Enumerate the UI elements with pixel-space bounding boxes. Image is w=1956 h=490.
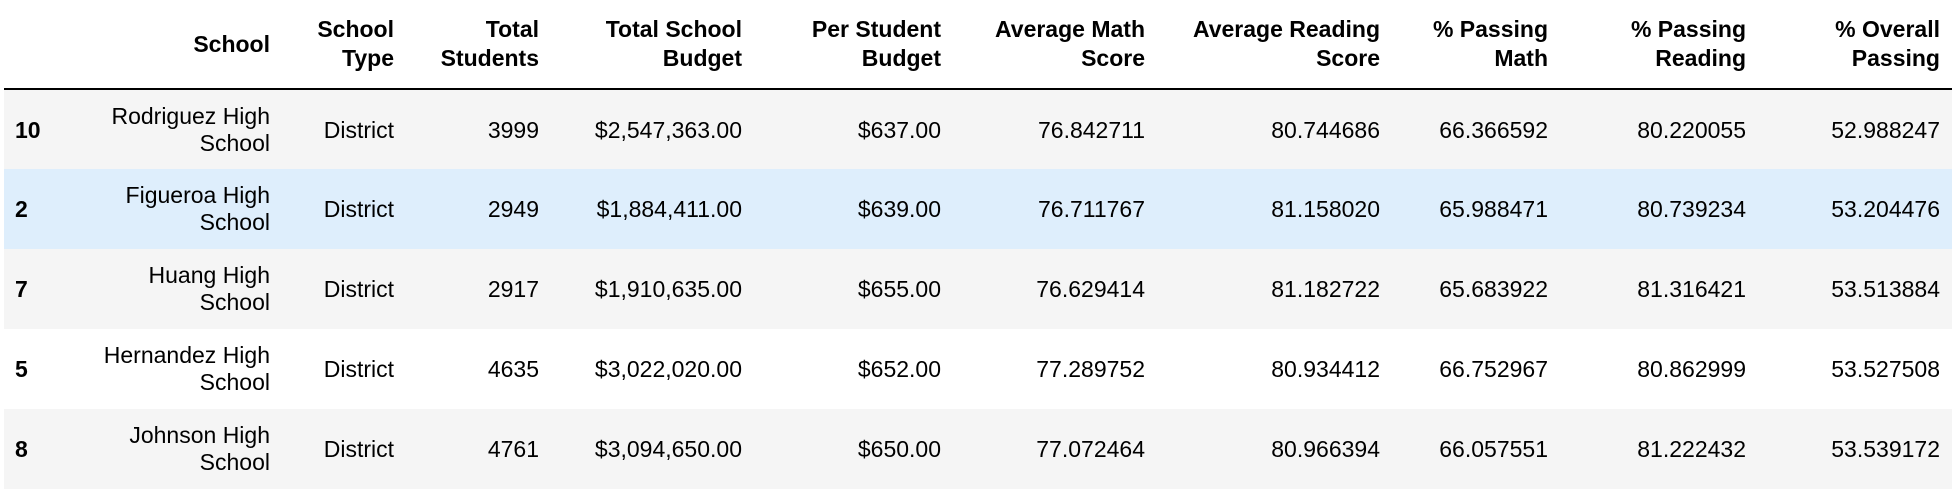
row-index: 5 [15,356,28,382]
cell-total-students: 4761 [487,436,539,462]
cell-percent-overall-passing: 53.513884 [1831,276,1940,302]
cell-total-students: 2917 [487,276,539,302]
cell-average-math-score: 76.711767 [1037,196,1145,222]
cell-average-reading-score: 80.934412 [1271,356,1380,382]
header-average-reading-score: Average Reading Score [1192,16,1380,71]
school-summary-table: School School Type Total Students Total Sc… [4,0,1952,489]
cell-percent-passing-reading: 80.862999 [1637,356,1746,382]
cell-percent-overall-passing: 53.527508 [1831,356,1940,382]
cell-percent-passing-reading: 80.220055 [1637,116,1746,143]
cell-school: Rodriguez High School [111,102,270,156]
cell-percent-passing-math: 66.366592 [1439,116,1548,143]
cell-percent-overall-passing: 53.204476 [1831,196,1940,222]
header-school-type: School Type [317,16,394,71]
header-total-students: Total Students [440,16,539,71]
cell-percent-passing-reading: 81.316421 [1637,276,1746,302]
cell-school: Johnson High School [129,422,270,475]
table-row: 8 Johnson High School District 4761 $3,09… [4,409,1952,489]
table-row: 5 Hernandez High School District 4635 $3,… [4,329,1952,409]
cell-total-school-budget: $1,910,635.00 [594,276,742,302]
header-index [4,0,64,89]
table-row: 7 Huang High School District 2917 $1,910,… [4,249,1952,329]
header-percent-passing-reading: % Passing Reading [1630,16,1746,71]
cell-school-type: District [323,196,394,222]
cell-percent-passing-math: 66.752967 [1439,356,1548,382]
cell-average-reading-score: 81.158020 [1271,196,1380,222]
cell-percent-passing-reading: 80.739234 [1637,196,1746,222]
cell-percent-passing-math: 65.988471 [1439,196,1548,222]
cell-school-type: District [323,116,394,143]
header-school: School [193,30,270,57]
cell-school: Hernandez High School [103,342,270,395]
cell-school-type: District [323,356,394,382]
cell-percent-overall-passing: 53.539172 [1831,436,1940,462]
cell-average-math-score: 76.842711 [1037,116,1145,143]
cell-per-student-budget: $637.00 [857,116,941,143]
cell-per-student-budget: $652.00 [857,356,941,382]
header-per-student-budget: Per Student Budget [811,16,941,71]
cell-percent-passing-math: 66.057551 [1439,436,1548,462]
header-average-math-score: Average Math Score [995,16,1145,71]
header-percent-overall-passing: % Overall Passing [1835,16,1940,71]
cell-percent-passing-reading: 81.222432 [1637,436,1746,462]
header-total-school-budget: Total School Budget [605,16,742,71]
cell-average-math-score: 77.072464 [1036,436,1145,462]
cell-school: Figueroa High School [125,182,270,235]
cell-average-math-score: 77.289752 [1036,356,1145,382]
cell-total-students: 2949 [487,196,539,222]
cell-school: Huang High School [148,262,270,315]
cell-average-math-score: 76.629414 [1036,276,1145,302]
cell-average-reading-score: 81.182722 [1271,276,1380,302]
header-percent-passing-math: % Passing Math [1432,16,1548,71]
cell-total-school-budget: $1,884,411.00 [596,196,742,222]
row-index: 8 [15,436,28,462]
cell-total-school-budget: $2,547,363.00 [594,116,742,143]
cell-total-students: 3999 [487,116,539,143]
cell-percent-passing-math: 65.683922 [1439,276,1548,302]
header-row: School School Type Total Students Total Sc… [4,0,1952,89]
cell-average-reading-score: 80.966394 [1271,436,1380,462]
table-row: 10 Rodriguez High School District 3999 $2… [4,89,1952,169]
cell-per-student-budget: $650.00 [857,436,941,462]
table-row: 2 Figueroa High School District 2949 $1,8… [4,169,1952,249]
cell-percent-overall-passing: 52.988247 [1831,116,1940,143]
cell-total-school-budget: $3,094,650.00 [594,436,742,462]
row-index: 10 [15,116,41,143]
cell-average-reading-score: 80.744686 [1271,116,1380,143]
row-index: 7 [15,276,28,302]
cell-total-school-budget: $3,022,020.00 [594,356,742,382]
row-index: 2 [15,196,28,222]
cell-school-type: District [323,436,394,462]
cell-per-student-budget: $639.00 [857,196,941,222]
cell-per-student-budget: $655.00 [857,276,941,302]
cell-school-type: District [323,276,394,302]
cell-total-students: 4635 [487,356,539,382]
